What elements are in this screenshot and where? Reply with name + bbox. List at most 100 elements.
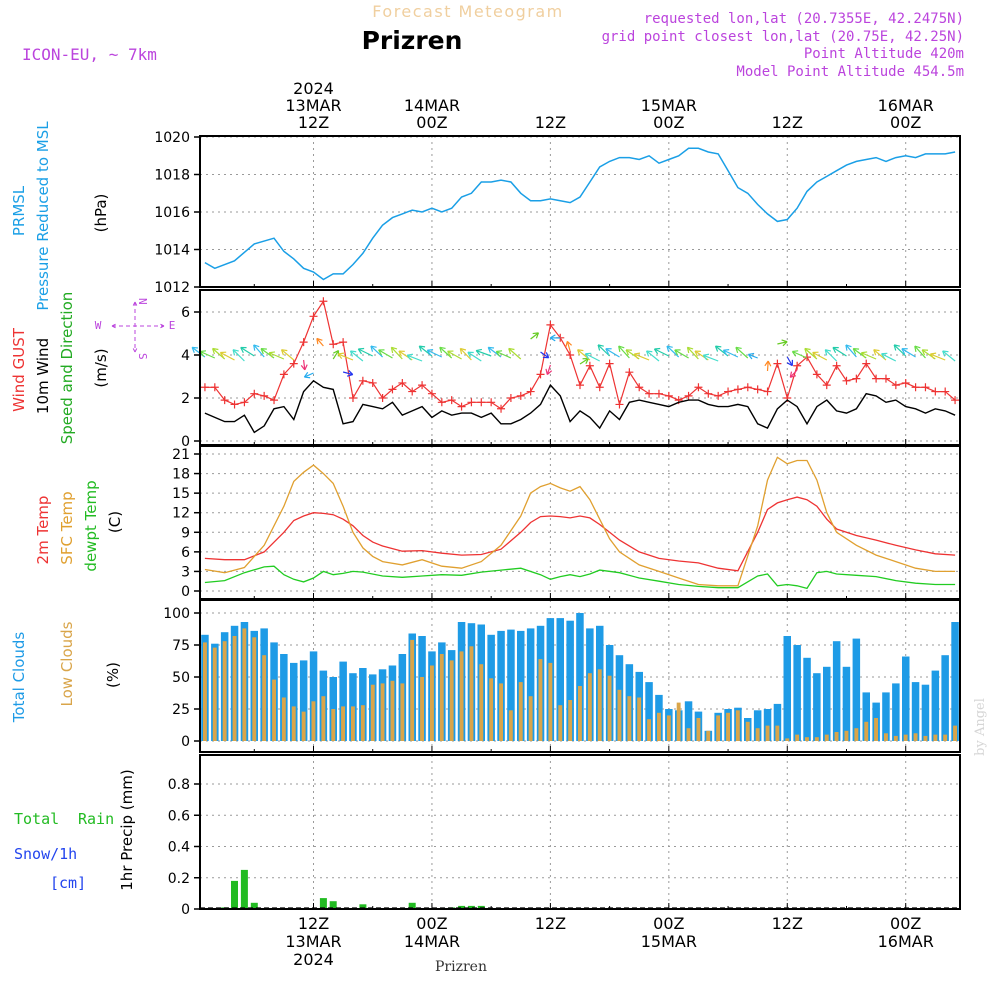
bottom-time-label: 16MAR: [878, 932, 934, 951]
arrow-head: [789, 371, 797, 378]
compass-west: W: [95, 319, 102, 332]
wind-direction-arrow: [549, 334, 561, 342]
low-cloud-bar: [903, 734, 908, 741]
arrow-head: [303, 371, 311, 379]
gust-marker: [832, 361, 841, 370]
low-cloud-bar: [785, 738, 790, 741]
y-tick-label: 100: [163, 606, 190, 622]
low-cloud-bar: [893, 735, 898, 741]
wind-direction-arrow: [747, 352, 758, 360]
gust-marker: [921, 383, 930, 392]
total-cloud-bar: [556, 618, 564, 741]
arrow-shaft: [703, 354, 719, 362]
wind-direction-arrow: [530, 332, 540, 340]
low-cloud-bar: [657, 712, 661, 741]
arrow-head: [625, 349, 632, 356]
gust-marker: [595, 383, 604, 392]
arrow-head: [316, 337, 323, 345]
wind-direction-arrow: [653, 347, 670, 357]
arrow-head: [240, 346, 247, 353]
wind-direction-arrow: [316, 337, 324, 347]
y-tick-label: 2: [181, 391, 190, 407]
arrow-shaft: [766, 360, 769, 372]
total-cloud-bar: [931, 670, 940, 741]
arrow-head: [398, 350, 405, 357]
gust-marker: [250, 389, 259, 398]
wind-direction-arrow: [475, 348, 492, 357]
low-cloud-bar: [281, 697, 286, 741]
dewpt-label: dewpt Temp: [82, 480, 100, 571]
top-time-label: 12Z: [298, 113, 329, 132]
wind-direction-arrow: [378, 349, 393, 359]
arrow-shaft: [406, 354, 423, 362]
low-cloud-bar: [834, 732, 839, 741]
low-cloud-bar: [420, 677, 424, 741]
low-cloud-bar: [627, 696, 632, 741]
gust-marker: [546, 320, 555, 329]
total-cloud-bar: [852, 638, 861, 741]
arrow-head: [191, 346, 198, 354]
gust-marker: [220, 396, 229, 405]
y-tick-label: 0: [181, 734, 190, 750]
bottom-time-label: 2024: [293, 950, 334, 969]
arrow-head: [219, 351, 227, 358]
arrow-shaft: [350, 350, 364, 362]
gust-marker: [427, 389, 436, 398]
wind-direction-arrow: [303, 371, 314, 379]
wind-direction-arrow: [674, 349, 689, 359]
top-time-label: 2024: [293, 79, 334, 98]
low-cloud-bar: [647, 719, 651, 741]
arrow-shaft: [232, 349, 245, 362]
arrow-head: [921, 349, 929, 356]
bottom-time-label: 00Z: [890, 914, 921, 933]
top-time-label: 16MAR: [878, 96, 934, 115]
arrow-shaft: [427, 349, 443, 358]
arrow-head: [722, 349, 730, 356]
precip-bar: [319, 898, 327, 909]
wind-direction-arrow: [565, 340, 573, 352]
wind-direction-arrow: [342, 369, 354, 377]
wind-direction-arrow: [584, 352, 600, 362]
total-cloud-bar: [299, 660, 308, 741]
gust-marker: [299, 338, 308, 347]
low-cloud-bar: [499, 683, 503, 741]
bottom-time-label: 00Z: [653, 914, 684, 933]
bottom-time-label: 12Z: [298, 914, 329, 933]
low-cloud-bar: [666, 715, 671, 741]
wind-label: 10m Wind: [34, 338, 52, 414]
y-tick-label: 21: [172, 447, 190, 463]
gust-marker: [812, 370, 821, 379]
wind-direction-arrow: [300, 359, 308, 371]
wind-direction-arrow: [597, 344, 611, 357]
gust-marker: [408, 387, 417, 396]
gust-marker: [497, 404, 506, 413]
gust-marker: [585, 361, 594, 370]
low-cloud-bar: [805, 737, 809, 741]
compass-north: N: [136, 298, 149, 305]
bottom-time-label: 15MAR: [641, 932, 697, 951]
bottom-time-label: 12Z: [535, 914, 566, 933]
low-cloud-bar: [390, 680, 395, 741]
total-cloud-bar: [526, 628, 535, 741]
arrow-shaft: [646, 350, 660, 362]
arrow-head: [532, 332, 540, 339]
low-cloud-bar: [578, 686, 582, 741]
wind-speed-line: [204, 379, 956, 434]
low-cloud-bar: [311, 701, 316, 741]
low-cloud-bar: [844, 730, 849, 741]
wind-direction-arrow: [540, 351, 550, 359]
arrow-shaft: [370, 345, 384, 358]
arrow-head: [881, 352, 888, 359]
arrow-shaft: [303, 359, 306, 370]
low-cloud-bar: [933, 734, 938, 741]
low-cloud-bar: [351, 706, 355, 741]
arrow-head: [914, 345, 921, 352]
arrow-shaft: [634, 353, 650, 361]
gust-marker: [240, 398, 249, 407]
gust-marker: [773, 359, 782, 368]
clouds-unit-label: (%): [104, 662, 122, 688]
arrow-head: [260, 347, 267, 355]
wind-direction-arrow: [418, 345, 433, 357]
wind-direction-arrow: [914, 345, 926, 359]
y-tick-label: 18: [172, 467, 190, 483]
